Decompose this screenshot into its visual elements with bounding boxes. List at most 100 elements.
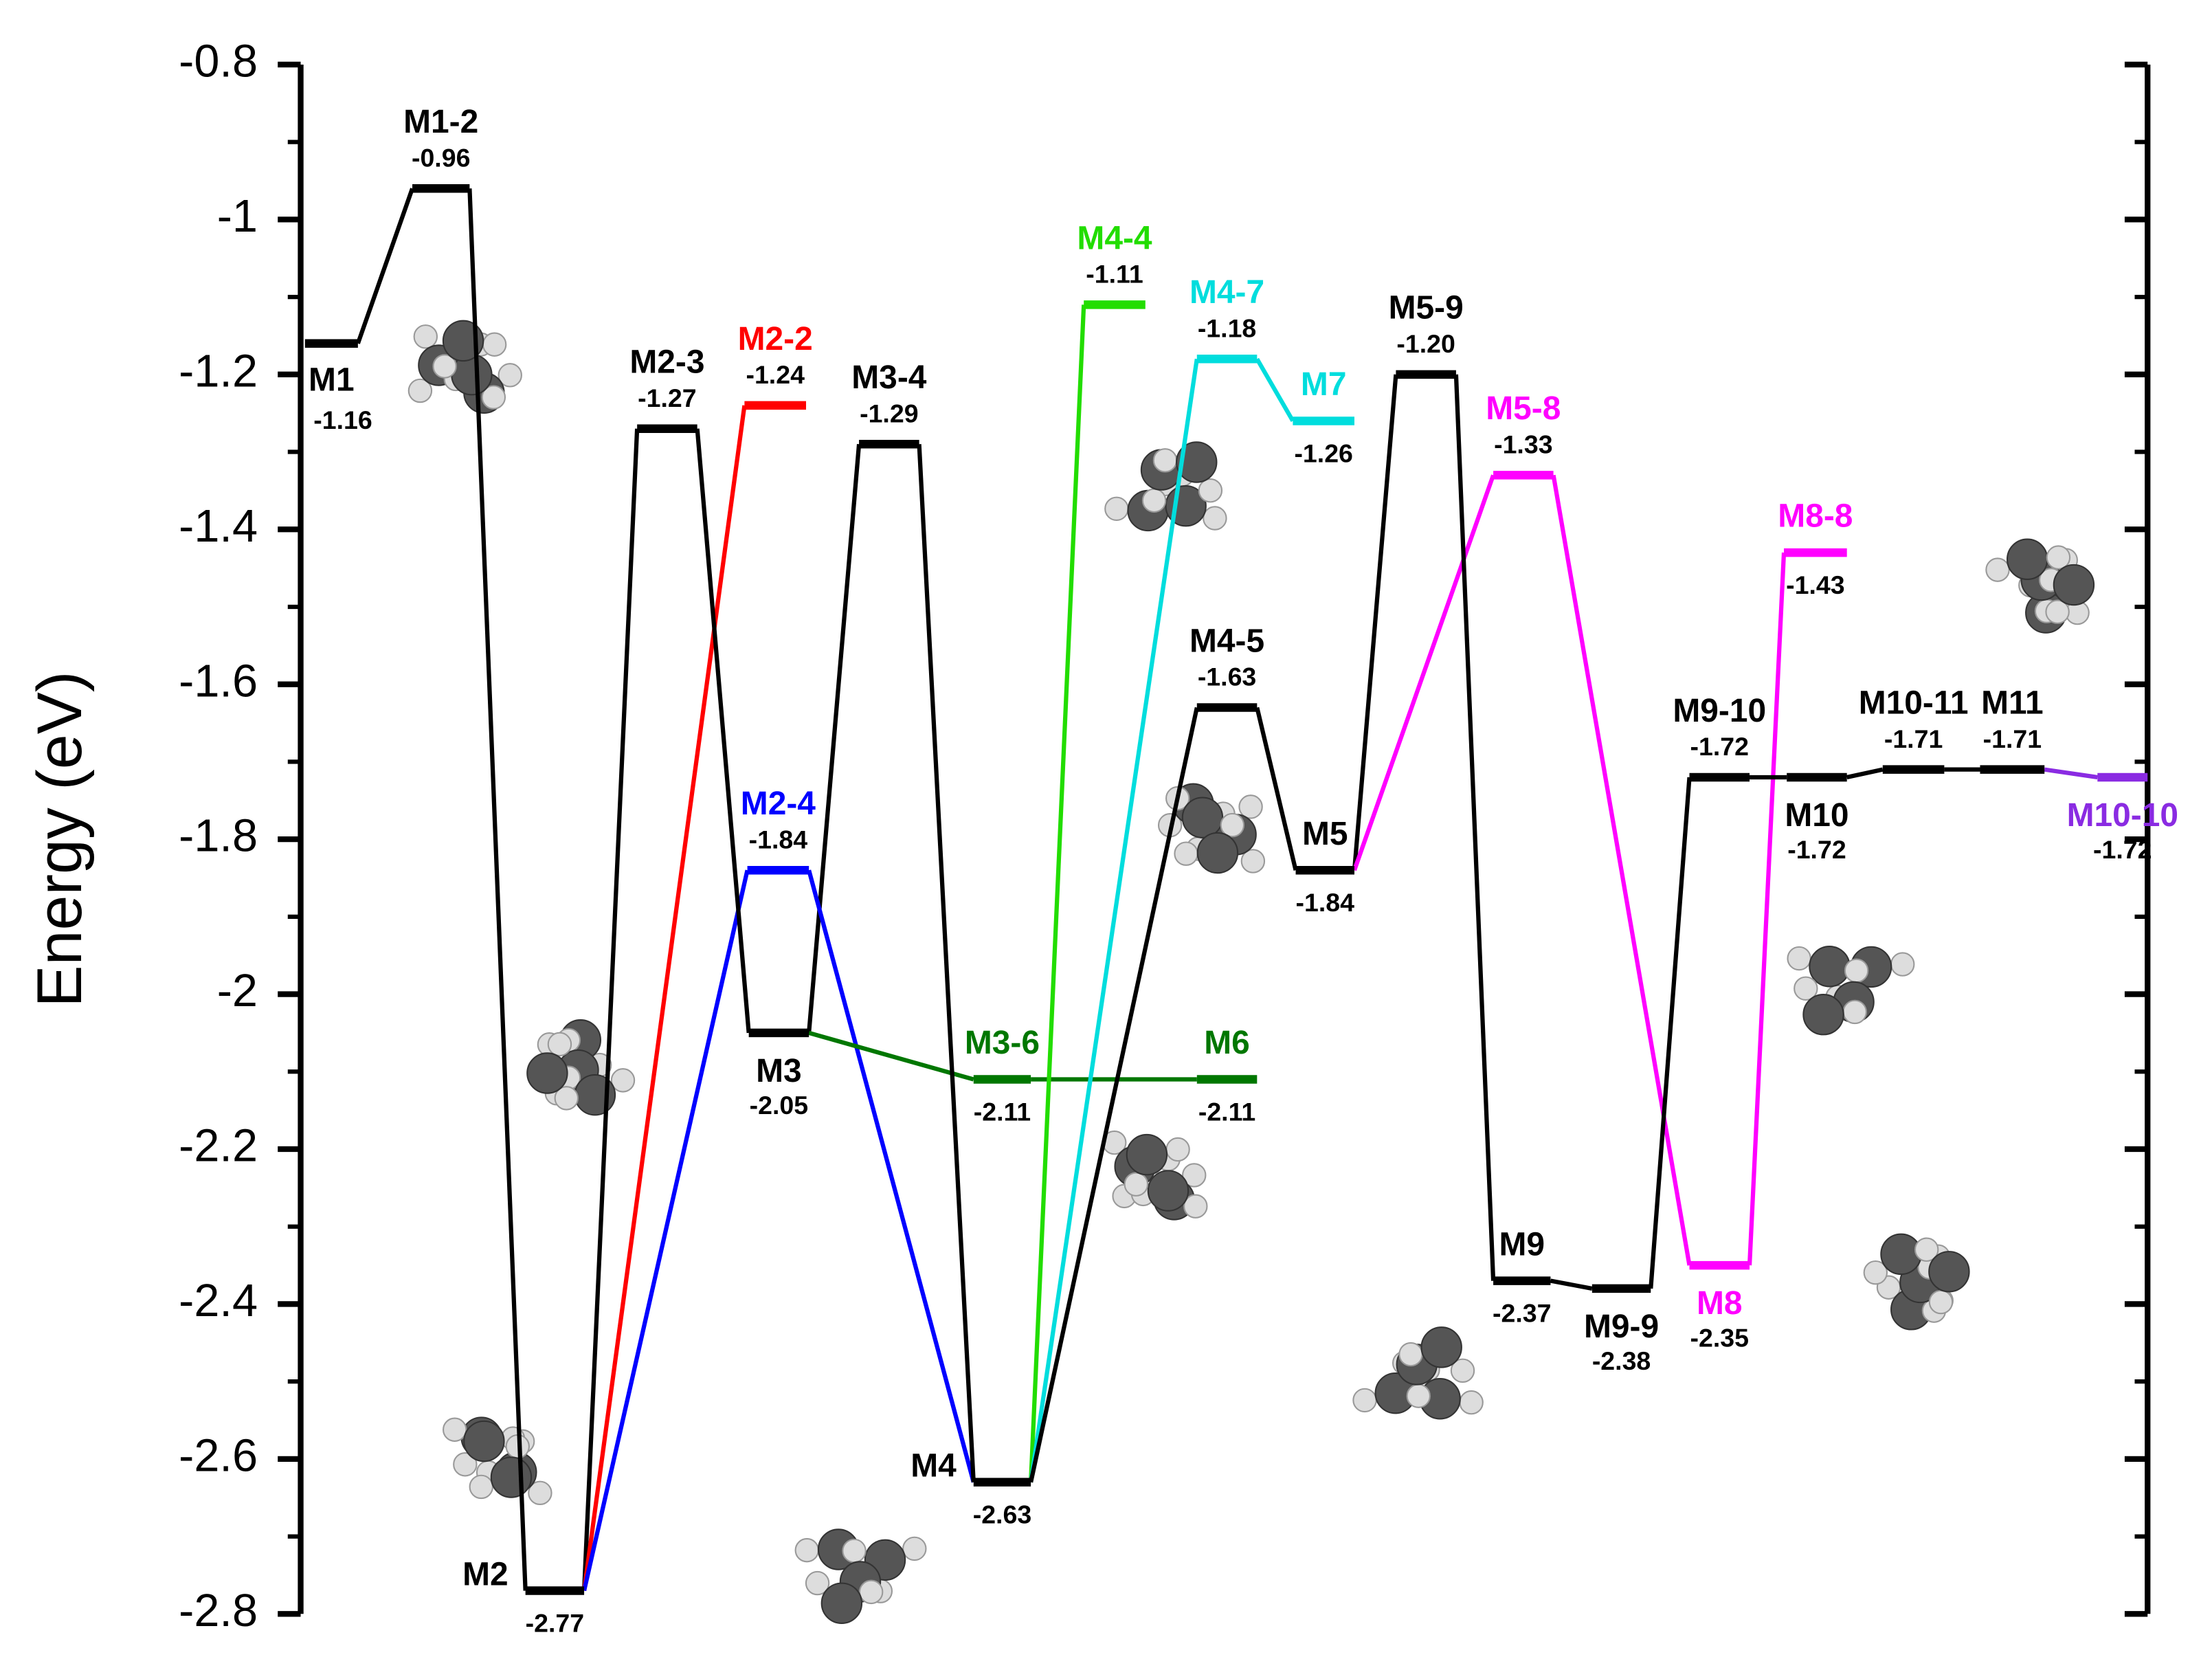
pathway-line — [1747, 552, 1787, 1266]
level-value: -1.72 — [1690, 732, 1749, 761]
level-name: M5 — [1302, 816, 1348, 852]
molecule-atom — [1152, 448, 1178, 473]
molecule-atom — [1928, 1289, 1954, 1315]
y-tick-label: -1.4 — [179, 501, 258, 552]
level-name: M4 — [911, 1447, 957, 1484]
molecule-atom — [1174, 841, 1198, 866]
molecule-atom — [1203, 506, 1227, 531]
molecule-atom — [1352, 1388, 1377, 1413]
level-value: -0.96 — [412, 144, 470, 173]
molecule-atom — [1863, 1260, 1888, 1285]
molecule-atom — [1985, 557, 2010, 582]
level-value: -1.71 — [1983, 724, 2042, 753]
pathway-line — [695, 428, 751, 1034]
level-name: M9-10 — [1673, 693, 1766, 729]
level-name: M6 — [1204, 1025, 1250, 1061]
molecule-atom — [1914, 1237, 1939, 1262]
level-value: -1.84 — [749, 825, 808, 854]
pathway-line — [807, 444, 862, 1034]
molecule-atom — [1450, 1358, 1475, 1383]
pathway-line — [1352, 374, 1398, 871]
axes: -0.8 -1 -1.2 -1.4 -1.6 -1.8 -2 -2.2 -2.4 -2.6 -2.8 — [179, 36, 2151, 1636]
y-tick-label: -2.8 — [179, 1586, 258, 1636]
molecule-atom — [2046, 545, 2071, 570]
level-value: -2.77 — [526, 1608, 584, 1637]
level-name: M1-2 — [403, 104, 478, 140]
level-value: -2.05 — [750, 1091, 808, 1120]
level-name: M9-9 — [1584, 1309, 1659, 1345]
level-value: -1.11 — [1086, 260, 1143, 289]
level-name: M1 — [309, 362, 355, 399]
level-name: M10-11 — [1859, 685, 1969, 722]
level-value: -2.11 — [974, 1097, 1031, 1126]
molecule-atom — [490, 1456, 533, 1498]
pathway-line — [582, 869, 750, 1592]
pathway-line — [1352, 474, 1496, 871]
molecule-atom — [1196, 832, 1239, 874]
molecule-atom — [413, 324, 438, 349]
molecule-atom — [1802, 994, 1844, 1036]
molecule-atom — [1240, 849, 1266, 874]
molecule-atom — [453, 1452, 478, 1477]
molecule-atom — [554, 1086, 579, 1111]
pathway-line — [1029, 707, 1199, 1483]
molecule-atom — [805, 1570, 830, 1596]
level-value: -2.11 — [1198, 1097, 1255, 1126]
molecule-atom — [2006, 538, 2048, 580]
molecule-atom — [1183, 1194, 1208, 1219]
pathway-line — [1255, 707, 1298, 871]
pathway-line — [581, 405, 747, 1591]
level-value: -1.16 — [313, 405, 372, 434]
level-name: M10-10 — [2067, 797, 2178, 834]
level-name: M4-5 — [1189, 623, 1264, 659]
y-tick-label: -1.6 — [179, 656, 258, 707]
y-tick-label: -1.2 — [179, 346, 258, 397]
level-name: M9 — [1499, 1226, 1545, 1263]
level-value: -1.18 — [1198, 314, 1256, 343]
pathway-line — [1029, 358, 1199, 1483]
pathway-line — [808, 1030, 974, 1082]
molecule-atom — [1181, 797, 1224, 838]
y-tick-label: -2 — [217, 966, 258, 1016]
level-name: M8-8 — [1778, 498, 1853, 535]
level-value: -1.72 — [1787, 835, 1846, 864]
level-value: -2.35 — [1690, 1323, 1749, 1352]
molecule-atom — [1141, 488, 1167, 513]
molecule-atom — [1182, 1163, 1207, 1188]
level-name: M8 — [1697, 1285, 1743, 1322]
molecule-atom — [1398, 1342, 1423, 1367]
level-value: -1.27 — [638, 383, 696, 412]
level-name: M5-9 — [1389, 290, 1464, 326]
level-value: -1.63 — [1198, 663, 1256, 691]
molecule-atom — [1844, 958, 1869, 983]
level-value: -2.38 — [1592, 1346, 1651, 1375]
molecule-atom — [1165, 1137, 1190, 1162]
pathway-line — [2044, 767, 2098, 780]
level-name: M2-3 — [629, 344, 704, 381]
pathway-line — [355, 188, 414, 344]
molecule-atom — [1794, 976, 1818, 1001]
molecule-atom — [432, 354, 457, 379]
level-name: M10 — [1785, 797, 1848, 834]
y-tick-label: -2.6 — [179, 1430, 258, 1481]
level-name: M7 — [1301, 366, 1347, 403]
molecule-atom — [1238, 794, 1263, 819]
molecule-atom — [498, 363, 522, 388]
y-tick-label: -2.2 — [179, 1121, 258, 1172]
molecule-atom — [1126, 1133, 1168, 1176]
level-name: M3 — [756, 1053, 802, 1089]
molecule-atom — [443, 1417, 467, 1442]
molecule-atom — [528, 1480, 552, 1506]
level-value: -1.43 — [1786, 570, 1844, 599]
pathway-line — [917, 444, 976, 1482]
y-tick-label: -1.8 — [179, 811, 258, 862]
level-value: -1.33 — [1494, 430, 1552, 459]
molecule-atom — [482, 332, 507, 357]
molecule-atom — [1176, 441, 1218, 483]
level-name: M4-7 — [1189, 274, 1264, 311]
molecule-atom — [1787, 946, 1811, 971]
pathway-line — [1846, 767, 1884, 780]
level-name: M2 — [462, 1556, 509, 1592]
